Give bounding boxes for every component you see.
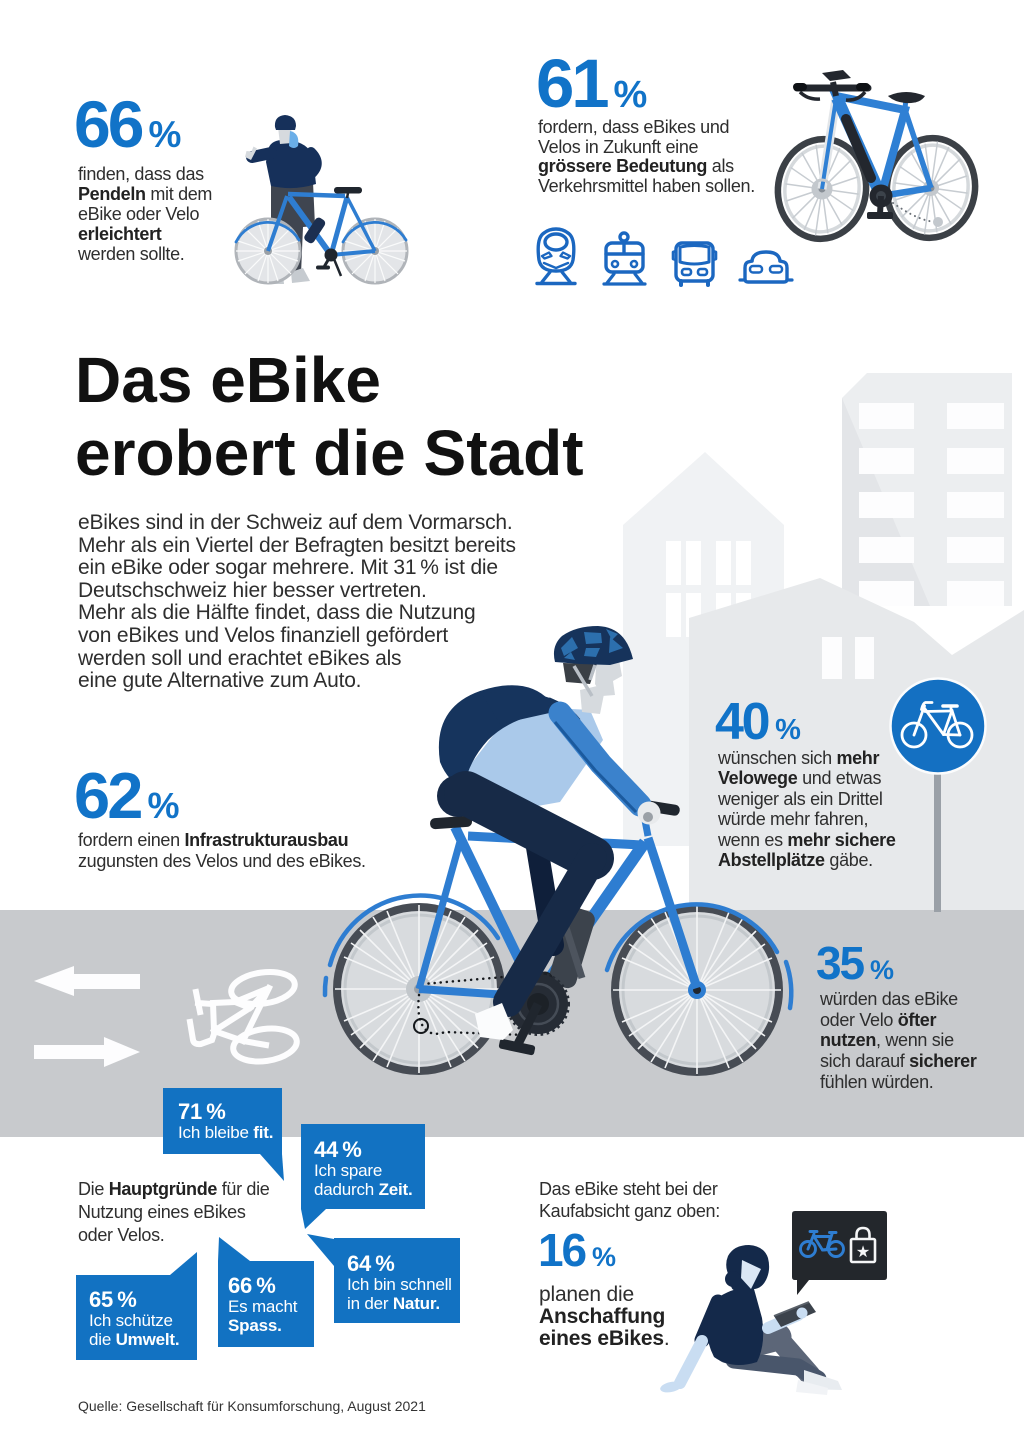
svg-text:★: ★ [856, 1244, 870, 1261]
